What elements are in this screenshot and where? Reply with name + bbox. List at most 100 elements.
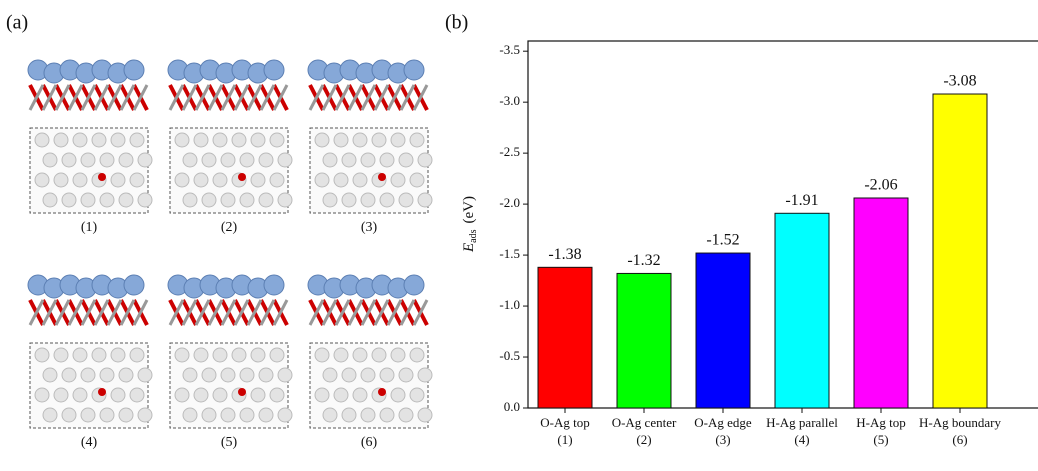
atom bbox=[333, 347, 349, 363]
atom bbox=[322, 192, 338, 208]
bond bbox=[119, 84, 136, 111]
atom bbox=[239, 367, 255, 383]
atom bbox=[341, 152, 357, 168]
atom bbox=[379, 367, 395, 383]
atom bbox=[314, 387, 330, 403]
atom bbox=[258, 152, 274, 168]
y-tick-label: -2.0 bbox=[499, 195, 520, 210]
bond bbox=[272, 84, 289, 111]
structure-label: (2) bbox=[221, 220, 238, 235]
atom bbox=[72, 347, 88, 363]
atom bbox=[42, 152, 58, 168]
atom bbox=[42, 367, 58, 383]
bond bbox=[334, 84, 351, 111]
atom bbox=[193, 387, 209, 403]
bond bbox=[272, 299, 289, 326]
y-label-unit: (eV) bbox=[461, 196, 477, 223]
atom bbox=[333, 387, 349, 403]
atom bbox=[409, 132, 425, 148]
atom bbox=[398, 367, 414, 383]
atom bbox=[201, 192, 217, 208]
adsorbate bbox=[238, 388, 246, 396]
x-tick-label: H-Ag top bbox=[856, 415, 905, 430]
atom bbox=[403, 274, 425, 296]
y-tick-label: 0.0 bbox=[504, 399, 520, 414]
y-tick-label: -1.5 bbox=[499, 246, 520, 261]
y-tick-label: -1.0 bbox=[499, 297, 520, 312]
bond bbox=[80, 299, 97, 326]
atom bbox=[61, 152, 77, 168]
atom bbox=[352, 387, 368, 403]
value-label: -3.08 bbox=[943, 73, 976, 90]
atom bbox=[110, 132, 126, 148]
atom bbox=[80, 192, 96, 208]
x-tick-label: O-Ag edge bbox=[694, 415, 752, 430]
atom bbox=[341, 407, 357, 423]
atom bbox=[99, 192, 115, 208]
atom bbox=[193, 347, 209, 363]
x-tick-number: (5) bbox=[873, 432, 888, 447]
bond bbox=[321, 84, 338, 111]
atom bbox=[99, 367, 115, 383]
atom bbox=[61, 367, 77, 383]
atom bbox=[53, 132, 69, 148]
atom bbox=[129, 387, 145, 403]
atom bbox=[182, 152, 198, 168]
atom bbox=[193, 172, 209, 188]
atom bbox=[118, 152, 134, 168]
atom bbox=[239, 407, 255, 423]
bond bbox=[373, 299, 390, 326]
structure-label: (3) bbox=[361, 220, 378, 235]
atom bbox=[398, 152, 414, 168]
atom bbox=[322, 152, 338, 168]
atom bbox=[269, 347, 285, 363]
y-label-subscript: ads bbox=[468, 229, 479, 242]
atom bbox=[34, 347, 50, 363]
bond bbox=[194, 299, 211, 326]
bond bbox=[412, 84, 429, 111]
atom bbox=[34, 172, 50, 188]
adsorbate bbox=[98, 388, 106, 396]
atom bbox=[239, 192, 255, 208]
atom bbox=[322, 407, 338, 423]
atom bbox=[220, 407, 236, 423]
atom bbox=[250, 132, 266, 148]
atom bbox=[269, 387, 285, 403]
atom bbox=[118, 367, 134, 383]
bond bbox=[259, 299, 276, 326]
atom bbox=[174, 347, 190, 363]
atom bbox=[129, 172, 145, 188]
bond bbox=[54, 299, 71, 326]
atom bbox=[53, 347, 69, 363]
atom bbox=[263, 274, 285, 296]
atom bbox=[201, 407, 217, 423]
structure-panel: (1) (2) (3) (4) (5) (6) bbox=[27, 59, 433, 450]
atom bbox=[341, 192, 357, 208]
x-tick-label: O-Ag center bbox=[612, 415, 677, 430]
atom bbox=[34, 132, 50, 148]
bond bbox=[67, 299, 84, 326]
atom bbox=[314, 347, 330, 363]
value-label: -2.06 bbox=[864, 177, 897, 194]
bond bbox=[308, 299, 325, 326]
atom bbox=[201, 367, 217, 383]
value-label: -1.52 bbox=[706, 232, 739, 249]
bond bbox=[220, 84, 237, 111]
bond bbox=[106, 299, 123, 326]
atom bbox=[129, 347, 145, 363]
atom bbox=[269, 172, 285, 188]
atom bbox=[137, 192, 153, 208]
atom bbox=[174, 132, 190, 148]
x-tick-number: (1) bbox=[557, 432, 572, 447]
atom bbox=[231, 347, 247, 363]
bond bbox=[207, 84, 224, 111]
atom bbox=[231, 132, 247, 148]
bond bbox=[28, 299, 45, 326]
atom bbox=[390, 172, 406, 188]
structure-label: (4) bbox=[81, 435, 98, 450]
atom bbox=[182, 192, 198, 208]
value-label: -1.32 bbox=[627, 252, 660, 269]
atom bbox=[91, 132, 107, 148]
atom bbox=[417, 192, 433, 208]
atom bbox=[390, 387, 406, 403]
